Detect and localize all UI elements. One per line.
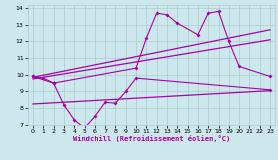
X-axis label: Windchill (Refroidissement éolien,°C): Windchill (Refroidissement éolien,°C)	[73, 135, 230, 142]
